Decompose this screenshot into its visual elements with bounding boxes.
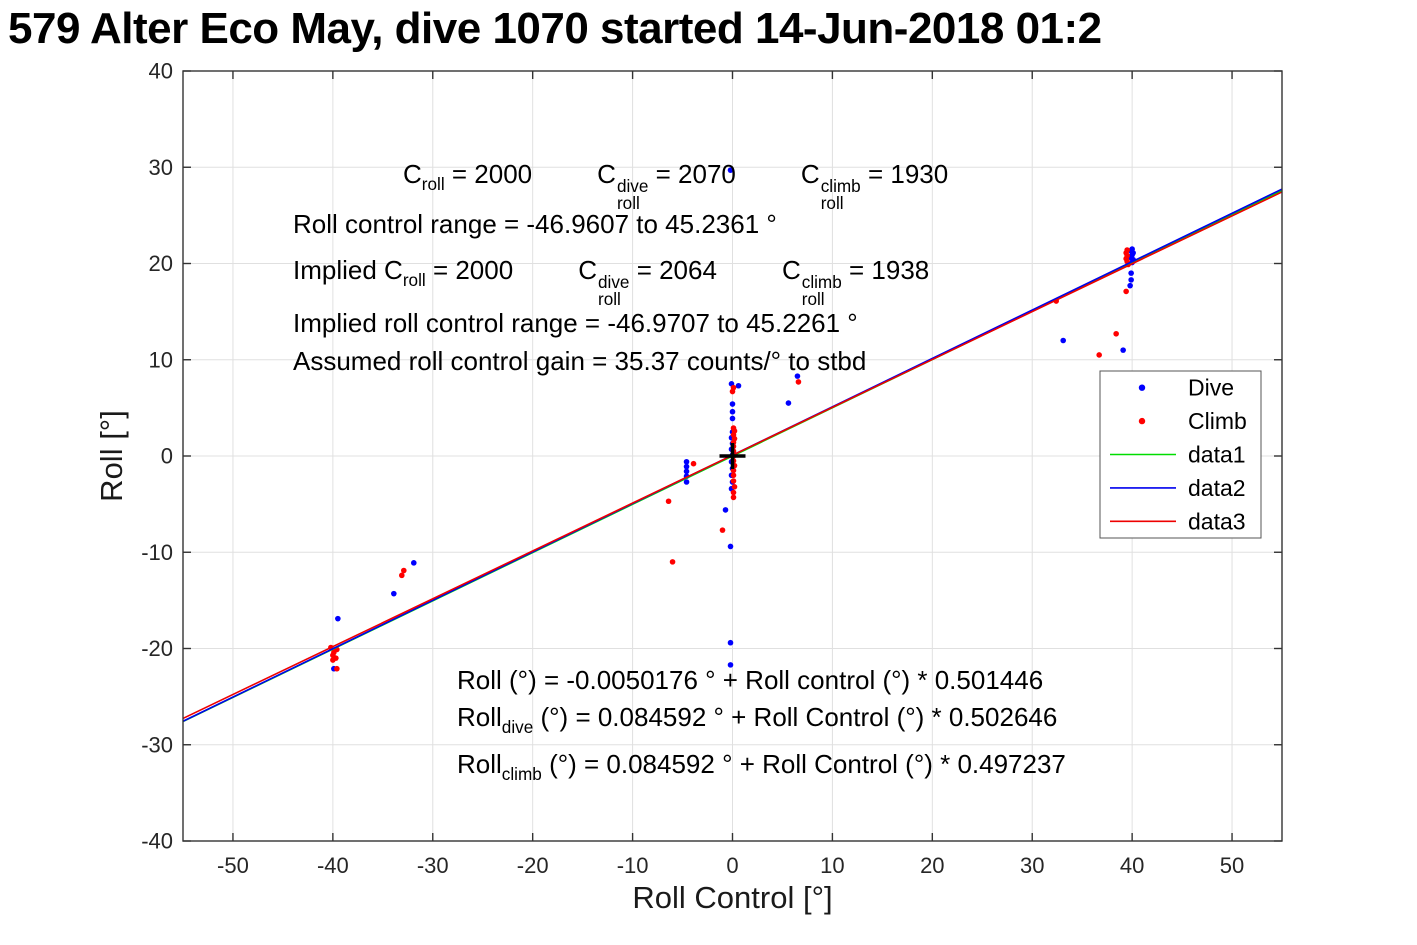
- scatter-point-climb: [731, 484, 738, 490]
- scatter-point-dive: [410, 560, 417, 566]
- scatter-point-climb: [730, 467, 737, 474]
- scatter-point-dive: [335, 615, 341, 622]
- y-axis-label: Roll [°]: [94, 410, 129, 502]
- scatter-point-climb: [1123, 288, 1129, 295]
- scatter-point-dive: [1060, 337, 1066, 344]
- scatter-point-dive: [1127, 282, 1133, 289]
- scatter-point-dive: [729, 401, 736, 407]
- scatter-point-climb: [330, 657, 336, 663]
- x-tick-label: -20: [517, 853, 549, 878]
- legend-label-data2: data2: [1188, 475, 1246, 501]
- y-tick-label: -10: [141, 540, 173, 565]
- scatter-point-climb: [730, 472, 737, 479]
- scatter-point-dive: [683, 479, 690, 485]
- x-tick-label: 10: [820, 853, 844, 878]
- scatter-point-dive: [722, 507, 729, 513]
- scatter-point-climb: [669, 559, 676, 565]
- scatter-point-climb: [730, 384, 737, 391]
- x-tick-label: 20: [920, 853, 944, 878]
- y-tick-label: -40: [141, 829, 173, 854]
- scatter-point-climb: [399, 572, 405, 579]
- scatter-point-dive: [727, 662, 734, 668]
- x-tick-label: -10: [617, 853, 649, 878]
- scatter-point-climb: [730, 478, 737, 484]
- x-axis-label: Roll Control [°]: [632, 880, 833, 915]
- y-tick-label: 10: [149, 347, 173, 372]
- scatter-point-dive: [1128, 277, 1134, 283]
- legend-marker-climb: [1138, 417, 1146, 425]
- x-tick-label: 40: [1120, 853, 1144, 878]
- scatter-point-dive: [729, 415, 736, 422]
- x-tick-label: -30: [417, 853, 449, 878]
- figure-title: 579 Alter Eco May, dive 1070 started 14-…: [8, 4, 1102, 53]
- x-tick-label: 0: [726, 853, 738, 878]
- legend-label-dive: Dive: [1188, 375, 1234, 401]
- scatter-point-dive: [727, 639, 734, 646]
- scatter-point-dive: [683, 463, 690, 470]
- x-tick-label: 50: [1220, 853, 1244, 878]
- scatter-point-climb: [400, 567, 407, 574]
- y-tick-label: 0: [161, 444, 173, 469]
- scatter-point-climb: [730, 494, 737, 501]
- legend-label-data1: data1: [1188, 442, 1246, 468]
- x-tick-label: 30: [1020, 853, 1044, 878]
- scatter-point-dive: [735, 382, 742, 389]
- scatter-point-climb: [795, 379, 802, 385]
- scatter-point-climb: [1096, 352, 1102, 358]
- scatter-point-climb: [719, 527, 726, 533]
- y-tick-label: 40: [149, 59, 173, 84]
- scatter-point-dive: [1128, 270, 1134, 276]
- scatter-point-dive: [794, 373, 801, 379]
- legend-label-climb: Climb: [1188, 408, 1247, 434]
- scatter-point-dive: [683, 458, 690, 465]
- y-tick-label: 20: [149, 251, 173, 276]
- scatter-point-dive: [785, 400, 792, 406]
- y-tick-label: -20: [141, 636, 173, 661]
- scatter-point-dive: [727, 167, 734, 173]
- x-tick-label: -50: [217, 853, 249, 878]
- scatter-point-climb: [730, 489, 737, 496]
- scatter-point-dive: [1120, 347, 1126, 353]
- x-tick-label: -40: [317, 853, 349, 878]
- scatter-point-climb: [665, 498, 672, 505]
- scatter-point-dive: [391, 590, 397, 597]
- legend-label-data3: data3: [1188, 508, 1246, 534]
- y-tick-label: 30: [149, 155, 173, 180]
- scatter-point-dive: [729, 408, 736, 415]
- scatter-point-climb: [334, 665, 340, 672]
- scatter-point-dive: [727, 543, 734, 550]
- legend-marker-dive: [1138, 384, 1146, 391]
- scatter-point-climb: [690, 460, 697, 467]
- y-tick-label: -30: [141, 732, 173, 757]
- scatter-point-dive: [683, 468, 690, 475]
- scatter-point-climb: [1113, 330, 1119, 337]
